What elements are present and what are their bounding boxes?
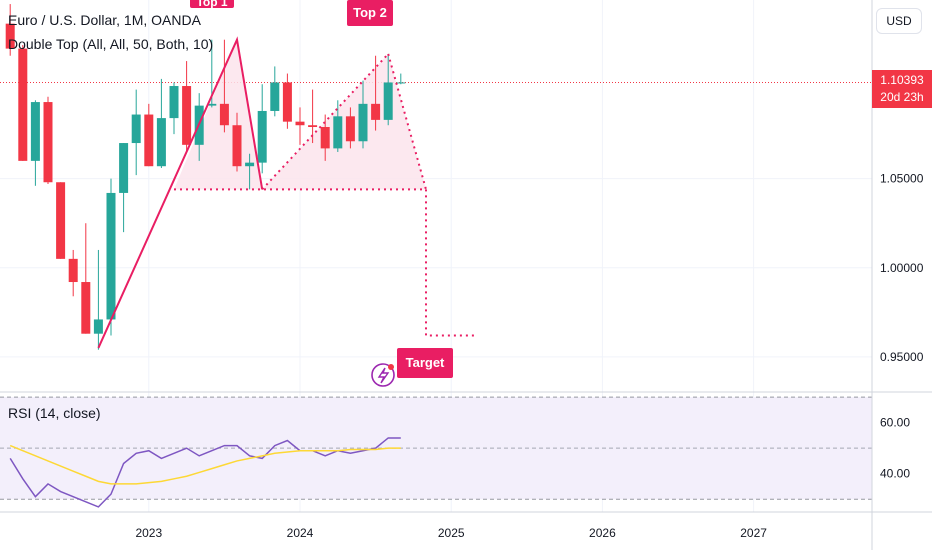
time-tick-label: 2025 [438,526,465,540]
candle-up [245,162,255,167]
candle-down [320,127,330,149]
top2-label: Top 2 [347,0,393,26]
candles [5,4,406,350]
last-price-tag: 1.10393 20d 23h [872,70,932,108]
alert-dot-icon [388,364,394,370]
candle-up [30,102,40,161]
candle-down [295,121,305,126]
candle-down [81,282,91,334]
candle-down [56,182,66,259]
candle-down [219,103,229,126]
candle-down [144,114,154,167]
candle-down [282,82,292,122]
candle-up [396,82,406,84]
candle-down [18,48,28,161]
candle-down [68,258,78,283]
time-tick-label: 2023 [135,526,162,540]
candle-up [207,103,217,106]
rsi-line [9,437,401,508]
lightning-icon [377,367,390,384]
rsi-tick-label: 60.00 [880,416,910,430]
grid [0,0,872,512]
candle-down [232,125,242,167]
candle-up [156,118,166,167]
double-top-second-leg [261,53,389,191]
candle-up [358,103,368,142]
candle-down [371,103,381,120]
indicator-title[interactable]: Double Top (All, All, 50, Both, 10) [8,36,214,52]
price-tick-label: 1.05000 [880,172,924,186]
event-marker[interactable] [371,363,395,387]
candle-down [5,23,15,49]
time-tick-label: 2024 [287,526,314,540]
double-top-pattern [97,36,477,349]
candle-down [345,116,355,142]
candle-up [169,86,179,119]
currency-button[interactable]: USD [876,8,922,34]
price-tick-label: 1.00000 [880,261,924,275]
top1-label-text: Top 1 [196,0,228,8]
symbol-title[interactable]: Euro / U.S. Dollar, 1M, OANDA [8,12,201,28]
candle-up [270,82,280,111]
bar-countdown: 20d 23h [880,90,924,104]
rsi-tick-label: 40.00 [880,467,910,481]
double-top-zigzag [97,36,264,349]
candle-down [308,125,318,128]
candle-up [106,192,116,320]
candle-up [383,82,393,120]
candle-up [257,110,267,163]
candle-up [119,143,129,193]
candle-up [131,114,141,144]
target-projection [425,189,477,337]
rsi-pane [9,437,401,508]
candle-up [93,319,103,334]
price-tick-label: 0.95000 [880,350,924,364]
last-price: 1.10393 [880,73,924,87]
candle-down [43,102,53,183]
time-tick-label: 2026 [589,526,616,540]
target-label: Target [397,348,453,378]
candle-down [182,86,192,145]
rsi-ma-line [9,444,401,485]
candle-up [333,116,343,149]
time-tick-label: 2027 [740,526,767,540]
rsi-title[interactable]: RSI (14, close) [8,405,101,421]
top1-label: Top 1 [190,0,234,8]
lightning-icon-circle [371,363,395,387]
